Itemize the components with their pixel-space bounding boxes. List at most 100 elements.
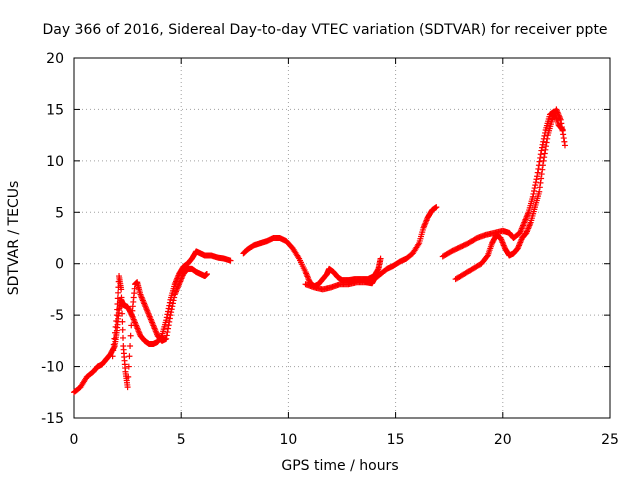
data-point-marker	[124, 384, 131, 391]
data-point-marker	[542, 146, 549, 153]
data-point-marker	[165, 325, 172, 332]
data-point-marker	[560, 135, 567, 142]
data-point-marker	[171, 294, 178, 301]
data-point-marker	[165, 322, 172, 329]
data-point-marker	[533, 176, 540, 183]
x-tick-label: 5	[177, 432, 186, 448]
data-point-marker	[163, 335, 170, 342]
data-point-marker	[539, 166, 546, 173]
series-6	[452, 106, 568, 283]
data-point-marker	[536, 184, 543, 191]
series-4	[302, 204, 440, 293]
x-tick-label: 20	[494, 432, 512, 448]
data-point-marker	[125, 373, 132, 380]
data-point-marker	[163, 332, 170, 339]
data-point-marker	[539, 141, 546, 148]
data-point-marker	[111, 335, 118, 342]
y-tick-label: 0	[55, 257, 64, 273]
data-points	[71, 106, 568, 396]
data-point-marker	[168, 306, 175, 313]
data-point-marker	[169, 303, 176, 310]
x-tick-label: 0	[70, 432, 79, 448]
data-point-marker	[203, 271, 210, 277]
data-point-marker	[542, 143, 549, 150]
data-point-marker	[164, 311, 171, 318]
x-tick-label: 10	[279, 432, 297, 448]
y-tick-label: 20	[46, 51, 64, 67]
data-point-marker	[114, 300, 121, 307]
x-tick-label: 15	[387, 432, 405, 448]
x-axis-label: GPS time / hours	[281, 458, 398, 474]
data-point-marker	[535, 165, 542, 172]
data-point-marker	[541, 150, 548, 157]
data-point-marker	[537, 151, 544, 158]
data-point-marker	[170, 297, 177, 304]
data-point-marker	[559, 127, 566, 134]
data-point-marker	[125, 363, 132, 370]
data-point-marker	[530, 190, 537, 197]
data-point-marker	[118, 286, 125, 293]
data-point-marker	[377, 255, 384, 262]
data-point-marker	[119, 326, 126, 333]
data-point-marker	[163, 317, 170, 324]
data-point-marker	[110, 341, 117, 348]
data-point-marker	[168, 309, 175, 316]
y-tick-label: 5	[55, 205, 64, 221]
data-point-marker	[558, 124, 565, 131]
data-point-marker	[540, 157, 547, 164]
data-point-marker	[118, 294, 125, 301]
data-point-marker	[113, 312, 120, 319]
data-point-marker	[166, 302, 173, 309]
data-point-marker	[529, 193, 536, 200]
data-point-marker	[433, 204, 440, 211]
data-point-marker	[120, 334, 127, 341]
y-tick-label: 15	[46, 102, 64, 118]
data-point-marker	[127, 343, 134, 349]
chart-title: Day 366 of 2016, Sidereal Day-to-day VTE…	[42, 22, 607, 38]
data-point-marker	[538, 175, 545, 182]
data-point-marker	[537, 154, 544, 161]
data-point-marker	[166, 315, 173, 322]
plot-frame	[73, 57, 611, 419]
y-tick-label: -15	[41, 411, 64, 427]
data-point-marker	[543, 139, 550, 146]
data-point-marker	[169, 300, 176, 307]
data-point-marker	[113, 318, 120, 325]
data-point-marker	[541, 154, 548, 161]
data-point-marker	[532, 182, 539, 189]
y-tick-label: -5	[50, 308, 64, 324]
data-point-marker	[165, 308, 172, 315]
y-axis-label: SDTVAR / TECUs	[6, 181, 22, 296]
data-point-marker	[115, 289, 122, 296]
data-point-marker	[539, 144, 546, 151]
data-point-marker	[110, 347, 117, 354]
data-point-marker	[534, 173, 541, 180]
data-point-marker	[560, 131, 567, 138]
data-point-marker	[167, 312, 174, 319]
data-point-marker	[127, 332, 134, 339]
data-point-marker	[118, 302, 125, 309]
data-point-marker	[540, 138, 547, 145]
data-point-marker	[227, 257, 234, 264]
data-point-marker	[114, 295, 121, 302]
data-point-marker	[126, 353, 133, 360]
series-2	[109, 265, 210, 391]
data-point-marker	[128, 310, 135, 317]
data-point-marker	[163, 314, 170, 321]
data-point-marker	[112, 323, 119, 330]
data-point-marker	[166, 299, 173, 306]
data-point-marker	[532, 179, 539, 186]
data-point-marker	[166, 318, 173, 325]
data-point-marker	[536, 158, 543, 165]
data-point-marker	[544, 135, 551, 142]
data-point-marker	[534, 169, 541, 176]
data-point-marker	[538, 171, 545, 178]
data-point-marker	[557, 116, 564, 123]
data-point-marker	[561, 138, 568, 145]
data-point-marker	[119, 318, 126, 325]
data-point-marker	[112, 329, 119, 336]
data-point-marker	[165, 305, 172, 312]
y-tick-label: -10	[41, 360, 64, 376]
